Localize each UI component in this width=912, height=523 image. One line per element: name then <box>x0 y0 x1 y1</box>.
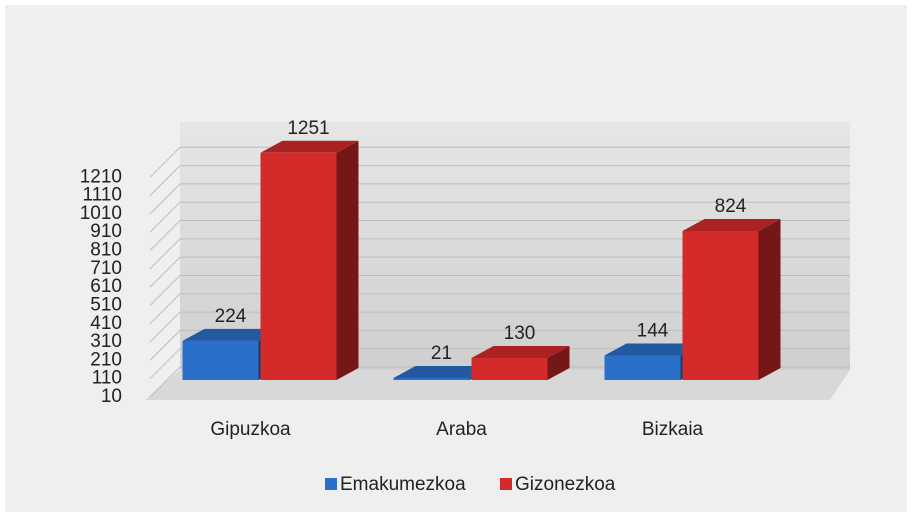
bar <box>182 340 259 380</box>
data-label: 224 <box>215 306 247 327</box>
grid-line <box>149 146 850 178</box>
bar <box>604 355 681 380</box>
bar-side <box>336 140 359 380</box>
y-tick-label: 110 <box>92 368 122 389</box>
bar-top <box>682 218 781 231</box>
legend-label: Gizonezkoa <box>515 474 616 495</box>
y-tick-label: 610 <box>90 276 122 297</box>
y-tick-label: 1110 <box>83 185 122 206</box>
legend-label: Emakumezkoa <box>340 474 466 495</box>
bar-top <box>393 365 492 378</box>
bar-top <box>260 140 359 153</box>
data-label: 21 <box>431 343 452 364</box>
y-tick-label: 1210 <box>80 166 122 187</box>
data-label: 1251 <box>287 118 329 139</box>
y-tick-label: 810 <box>90 240 122 261</box>
y-tick-label: 210 <box>90 349 122 370</box>
bar <box>471 358 548 380</box>
x-tick-label: Gipuzkoa <box>210 419 291 440</box>
bar-side <box>547 346 570 380</box>
bar <box>682 230 759 380</box>
grid-line <box>149 201 850 233</box>
data-label: 130 <box>504 323 536 344</box>
bar-top <box>471 346 570 359</box>
bar <box>393 377 470 380</box>
grid-line <box>149 311 850 343</box>
data-label: 144 <box>637 320 669 341</box>
bar-top <box>182 328 281 341</box>
grid-line <box>149 165 850 196</box>
grid-line <box>149 256 850 288</box>
y-tick-label: 10 <box>101 386 122 407</box>
y-tick-label: 910 <box>90 221 122 242</box>
grid-line <box>149 274 850 306</box>
bar-top <box>604 343 703 356</box>
y-tick-label: 410 <box>90 313 122 334</box>
grid-line <box>149 329 850 361</box>
data-label: 824 <box>715 196 747 217</box>
grid-line <box>149 220 850 251</box>
y-tick-label: 1010 <box>80 203 122 224</box>
grid-line <box>149 293 850 325</box>
y-tick-label: 310 <box>90 331 122 352</box>
grid-line <box>149 183 850 215</box>
bar <box>260 152 337 380</box>
legend-swatch <box>325 478 337 490</box>
x-tick-label: Araba <box>436 419 487 440</box>
grid-line <box>149 238 850 270</box>
y-tick-label: 710 <box>90 258 122 279</box>
legend-swatch <box>500 478 512 490</box>
bar-side <box>758 218 781 380</box>
x-tick-label: Bizkaia <box>642 419 704 440</box>
y-tick-label: 510 <box>90 294 122 315</box>
